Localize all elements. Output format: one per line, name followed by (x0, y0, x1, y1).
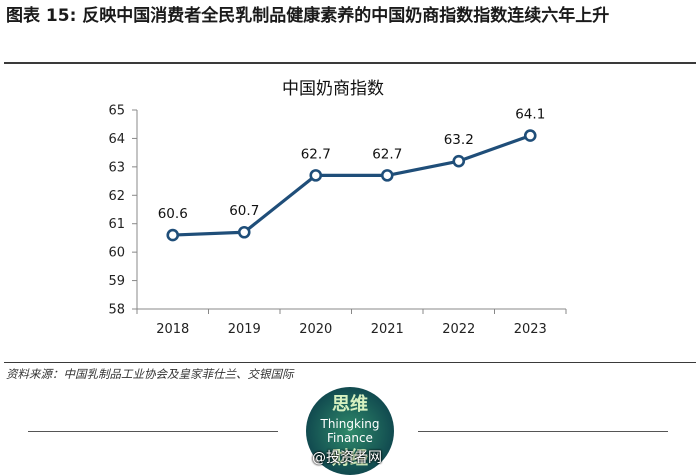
series-line (172, 134, 531, 237)
top-rule (4, 62, 696, 64)
data-label: 64.1 (515, 107, 545, 123)
x-tick-label: 2020 (299, 322, 332, 337)
x-tick-label: 2022 (442, 322, 475, 337)
y-tick-label: 64 (108, 132, 125, 147)
data-point (380, 169, 394, 182)
x-tick-label: 2018 (156, 322, 189, 337)
source-note: 资料来源：中国乳制品工业协会及皇家菲仕兰、交银国际 (6, 367, 294, 381)
x-tick-label: 2021 (371, 322, 404, 337)
y-tick-label: 65 (108, 104, 125, 119)
data-label: 60.6 (158, 206, 188, 222)
line-chart: 中国奶商指数 58 59 60 61 62 63 64 65 2018 2019 2020 2021 2… (108, 79, 567, 337)
data-point (452, 154, 466, 168)
divider-left (28, 431, 278, 432)
data-label: 62.7 (301, 146, 331, 162)
y-tick-label: 63 (108, 160, 125, 175)
data-point (523, 129, 537, 142)
data-point (309, 169, 323, 182)
divider-right (418, 431, 668, 432)
data-label: 60.7 (229, 203, 259, 219)
figure-title: 图表 15: 反映中国消费者全民乳制品健康素养的中国奶商指数指数连续六年上升 (6, 6, 610, 26)
data-label: 63.2 (444, 132, 474, 148)
logo-text-2: Thingking (320, 417, 380, 431)
logo-text-4: 财经 (332, 447, 368, 469)
data-point (166, 228, 180, 242)
y-tick-label: 58 (108, 303, 125, 318)
y-tick-label: 59 (108, 274, 125, 289)
data-point (237, 225, 251, 239)
x-tick-label: 2019 (228, 322, 261, 337)
logo-text-1: 思维 (332, 393, 368, 415)
data-label: 62.7 (372, 146, 402, 162)
y-tick-label: 60 (108, 246, 125, 261)
y-tick-label: 62 (108, 189, 125, 204)
chart-title: 中国奶商指数 (282, 79, 384, 99)
y-tick-label: 61 (108, 217, 125, 232)
watermark: @投资者网 (312, 450, 382, 466)
x-tick-label: 2023 (514, 322, 547, 337)
thinking-finance-logo: 思维 Thingking Finance 财经 (306, 387, 394, 475)
bottom-rule (4, 362, 696, 363)
logo-text-3: Finance (327, 431, 373, 445)
chart-axes: 58 59 60 61 62 63 64 65 2018 2019 2020 2021 2022 2023 (108, 104, 567, 337)
chart-plot-area: 60.6 60.7 62.7 62.7 63.2 64.1 (158, 107, 545, 242)
